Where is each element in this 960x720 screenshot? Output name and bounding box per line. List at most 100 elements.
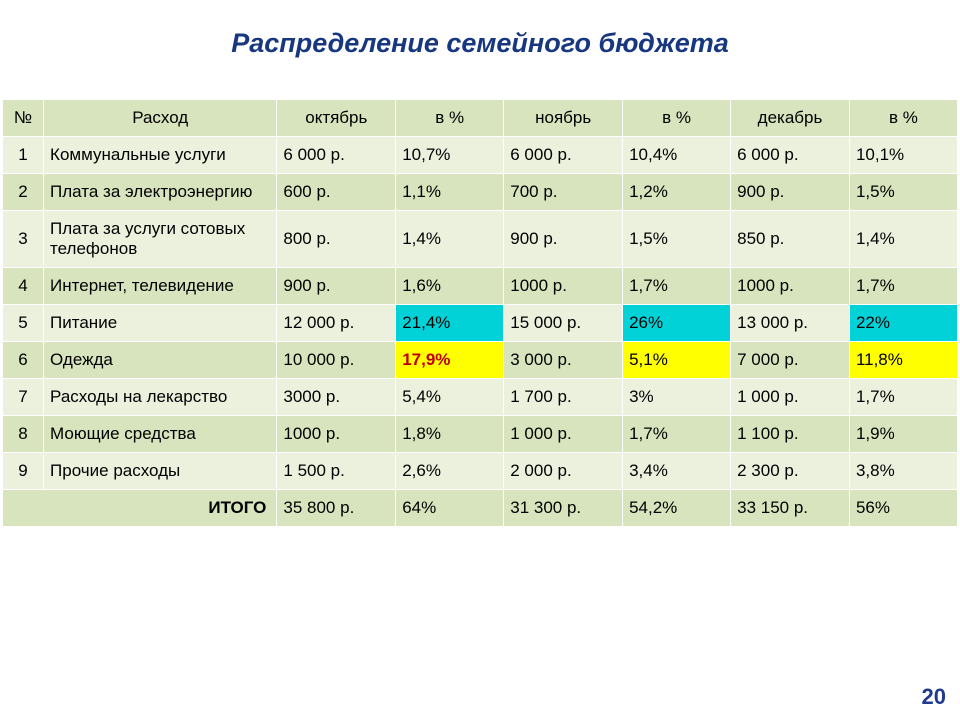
row-number: 1 [3,137,44,174]
row-number: 7 [3,379,44,416]
value-cell: 13 000 р. [731,305,850,342]
table-row: 8Моющие средства1000 р.1,8%1 000 р.1,7%1… [3,416,958,453]
table-header-cell: октябрь [277,100,396,137]
table-total-row: ИТОГО35 800 р.64%31 300 р.54,2%33 150 р.… [3,490,958,527]
row-number: 3 [3,211,44,268]
page-number: 20 [922,684,946,710]
expense-name: Прочие расходы [44,453,277,490]
total-cell: 31 300 р. [504,490,623,527]
value-cell: 1 700 р. [504,379,623,416]
value-cell: 15 000 р. [504,305,623,342]
value-cell: 2 300 р. [731,453,850,490]
value-cell: 3% [623,379,731,416]
value-cell: 1,7% [623,416,731,453]
value-cell: 3000 р. [277,379,396,416]
expense-name: Интернет, телевидение [44,268,277,305]
value-cell: 1,7% [623,268,731,305]
total-cell: 35 800 р. [277,490,396,527]
value-cell: 900 р. [504,211,623,268]
value-cell: 700 р. [504,174,623,211]
value-cell: 1,5% [849,174,957,211]
expense-name: Расходы на лекарство [44,379,277,416]
value-cell: 1 000 р. [731,379,850,416]
expense-name: Плата за электроэнергию [44,174,277,211]
total-cell: 56% [849,490,957,527]
expense-name: Питание [44,305,277,342]
value-cell: 7 000 р. [731,342,850,379]
expense-name: Моющие средства [44,416,277,453]
value-cell: 10,1% [849,137,957,174]
expense-name: Одежда [44,342,277,379]
value-cell: 10 000 р. [277,342,396,379]
table-row: 3Плата за услуги сотовых телефонов800 р.… [3,211,958,268]
value-cell: 5,1% [623,342,731,379]
value-cell: 2,6% [396,453,504,490]
table-row: 7Расходы на лекарство3000 р.5,4%1 700 р.… [3,379,958,416]
value-cell: 1,4% [849,211,957,268]
row-number: 2 [3,174,44,211]
total-cell: 64% [396,490,504,527]
value-cell: 900 р. [731,174,850,211]
value-cell: 1 000 р. [504,416,623,453]
value-cell: 6 000 р. [504,137,623,174]
expense-name: Плата за услуги сотовых телефонов [44,211,277,268]
total-cell: 54,2% [623,490,731,527]
table-row: 9Прочие расходы1 500 р.2,6%2 000 р.3,4%2… [3,453,958,490]
value-cell: 1 500 р. [277,453,396,490]
row-number: 4 [3,268,44,305]
table-row: 6Одежда10 000 р.17,9%3 000 р.5,1%7 000 р… [3,342,958,379]
value-cell: 1,5% [623,211,731,268]
expense-name: Коммунальные услуги [44,137,277,174]
table-header-cell: в % [396,100,504,137]
value-cell: 11,8% [849,342,957,379]
table-header-cell: № [3,100,44,137]
value-cell: 3,8% [849,453,957,490]
value-cell: 17,9% [396,342,504,379]
value-cell: 10,7% [396,137,504,174]
value-cell: 22% [849,305,957,342]
value-cell: 1000 р. [731,268,850,305]
value-cell: 1,4% [396,211,504,268]
table-row: 4Интернет, телевидение900 р.1,6%1000 р.1… [3,268,958,305]
row-number: 9 [3,453,44,490]
value-cell: 1 100 р. [731,416,850,453]
value-cell: 1,6% [396,268,504,305]
row-number: 8 [3,416,44,453]
total-label: ИТОГО [3,490,277,527]
table-header-cell: в % [623,100,731,137]
table-header-cell: ноябрь [504,100,623,137]
budget-table: №Расходоктябрьв %ноябрьв %декабрьв % 1Ко… [2,99,958,527]
table-header-row: №Расходоктябрьв %ноябрьв %декабрьв % [3,100,958,137]
value-cell: 1,7% [849,379,957,416]
value-cell: 900 р. [277,268,396,305]
table-header-cell: в % [849,100,957,137]
table-header-cell: Расход [44,100,277,137]
value-cell: 1000 р. [277,416,396,453]
value-cell: 12 000 р. [277,305,396,342]
row-number: 6 [3,342,44,379]
budget-table-wrap: №Расходоктябрьв %ноябрьв %декабрьв % 1Ко… [0,99,960,527]
value-cell: 2 000 р. [504,453,623,490]
total-cell: 33 150 р. [731,490,850,527]
value-cell: 10,4% [623,137,731,174]
value-cell: 1,2% [623,174,731,211]
value-cell: 1000 р. [504,268,623,305]
value-cell: 1,9% [849,416,957,453]
table-row: 5Питание12 000 р.21,4%15 000 р.26%13 000… [3,305,958,342]
value-cell: 3 000 р. [504,342,623,379]
table-header-cell: декабрь [731,100,850,137]
value-cell: 5,4% [396,379,504,416]
table-row: 2Плата за электроэнергию600 р.1,1%700 р.… [3,174,958,211]
value-cell: 3,4% [623,453,731,490]
value-cell: 1,8% [396,416,504,453]
value-cell: 6 000 р. [731,137,850,174]
value-cell: 800 р. [277,211,396,268]
value-cell: 21,4% [396,305,504,342]
row-number: 5 [3,305,44,342]
page-title: Распределение семейного бюджета [0,0,960,99]
value-cell: 1,7% [849,268,957,305]
value-cell: 1,1% [396,174,504,211]
value-cell: 6 000 р. [277,137,396,174]
value-cell: 26% [623,305,731,342]
value-cell: 850 р. [731,211,850,268]
